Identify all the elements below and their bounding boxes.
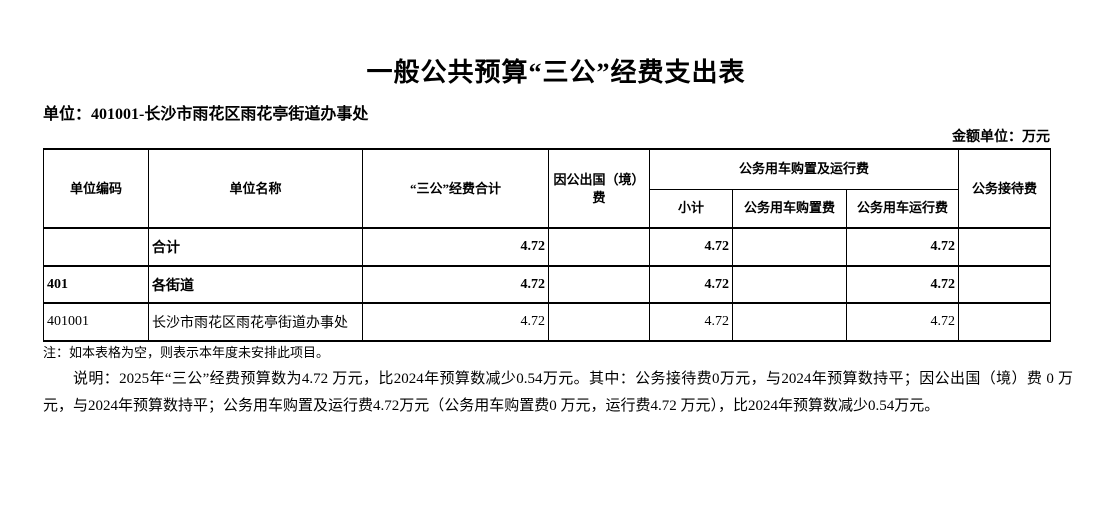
cell-abroad <box>548 265 650 304</box>
cell-unit-code: 401 <box>43 265 149 304</box>
cell-vehicle-purchase <box>732 302 847 342</box>
cell-unit-name: 各街道 <box>148 265 363 304</box>
header-abroad: 因公出国（境）费 <box>548 148 650 229</box>
cell-unit-code <box>43 227 149 267</box>
cell-unit-code: 401001 <box>43 302 149 342</box>
page-title: 一般公共预算“三公”经费支出表 <box>366 58 746 87</box>
table-row-streets: 401 各街道 4.72 4.72 4.72 <box>43 265 1051 304</box>
header-vehicle-operation: 公务用车运行费 <box>846 188 959 229</box>
amount-unit-label: 金额单位：万元 <box>952 130 1050 145</box>
notes-section: 注：如本表格为空，则表示本年度未安排此项目。 说明：2025年“三公”经费预算数… <box>43 343 1073 420</box>
cell-unit-name: 合计 <box>148 227 363 267</box>
table-row-total: 合计 4.72 4.72 4.72 <box>43 227 1051 267</box>
header-vehicle-purchase: 公务用车购置费 <box>732 188 847 229</box>
cell-reception <box>958 227 1051 267</box>
budget-table: 单位编码 单位名称 “三公”经费合计 因公出国（境）费 公务用车购置及运行费 公… <box>43 148 1051 342</box>
cell-reception <box>958 302 1051 342</box>
cell-vehicle-subtotal: 4.72 <box>649 302 733 342</box>
cell-unit-name: 长沙市雨花区雨花亭街道办事处 <box>148 302 363 342</box>
header-vehicle-subtotal: 小计 <box>649 188 733 229</box>
header-unit-code: 单位编码 <box>43 148 149 229</box>
table-row-office: 401001 长沙市雨花区雨花亭街道办事处 4.72 4.72 4.72 <box>43 302 1051 342</box>
cell-abroad <box>548 302 650 342</box>
note-empty-table: 注：如本表格为空，则表示本年度未安排此项目。 <box>43 345 330 360</box>
note-explanation: 说明：2025年“三公”经费预算数为4.72 万元，比2024年预算数减少0.5… <box>43 371 1073 414</box>
cell-total: 4.72 <box>362 227 549 267</box>
cell-vehicle-purchase <box>732 227 847 267</box>
header-reception: 公务接待费 <box>958 148 1051 229</box>
cell-total: 4.72 <box>362 302 549 342</box>
cell-vehicle-operation: 4.72 <box>846 227 959 267</box>
cell-vehicle-subtotal: 4.72 <box>649 265 733 304</box>
header-total: “三公”经费合计 <box>362 148 549 229</box>
header-unit-name: 单位名称 <box>148 148 363 229</box>
cell-vehicle-subtotal: 4.72 <box>649 227 733 267</box>
unit-line: 单位：401001-长沙市雨花区雨花亭街道办事处 <box>43 106 369 123</box>
cell-reception <box>958 265 1051 304</box>
cell-vehicle-operation: 4.72 <box>846 302 959 342</box>
cell-vehicle-operation: 4.72 <box>846 265 959 304</box>
header-row-top: 单位编码 单位名称 “三公”经费合计 因公出国（境）费 公务用车购置及运行费 公… <box>43 148 1051 229</box>
header-vehicle-group: 公务用车购置及运行费 <box>649 148 959 190</box>
cell-vehicle-purchase <box>732 265 847 304</box>
cell-abroad <box>548 227 650 267</box>
header-row-bottom: 小计 公务用车购置费 公务用车运行费 <box>44 188 1051 229</box>
cell-total: 4.72 <box>362 265 549 304</box>
